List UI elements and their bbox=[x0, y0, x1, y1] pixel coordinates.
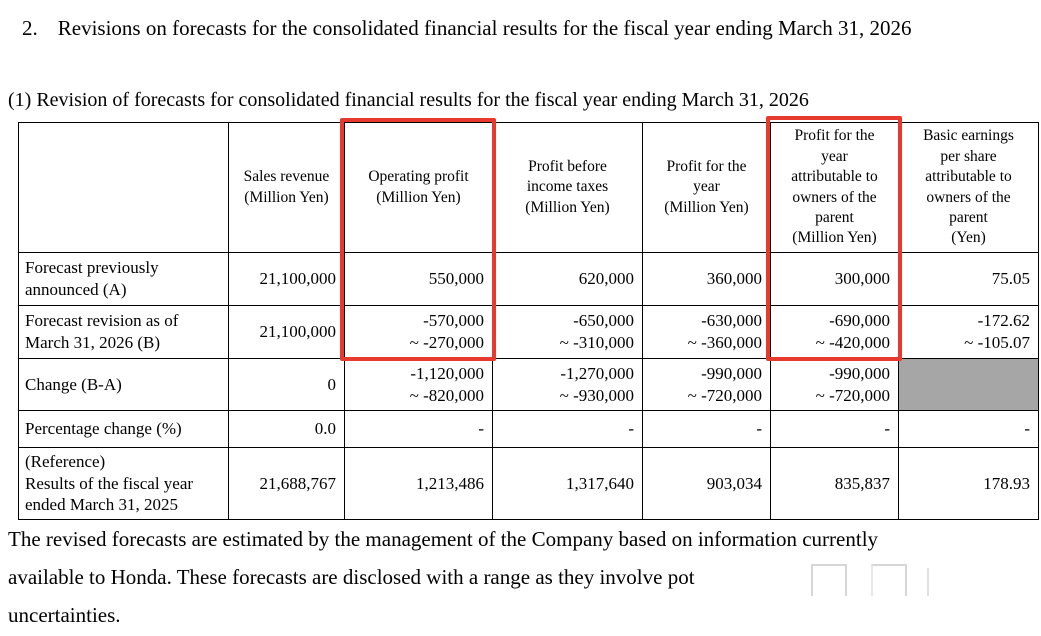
table-cell: 0 bbox=[228, 358, 345, 411]
table-cell: - bbox=[770, 410, 899, 448]
col-header-operating-profit: Operating profit (Million Yen) bbox=[344, 122, 493, 253]
table-cell: 21,100,000 bbox=[228, 305, 345, 359]
watermark-glyph bbox=[811, 564, 847, 596]
table-cell: - bbox=[642, 410, 771, 448]
table-row-forecast-revision: Forecast revision as of March 31, 2026 (… bbox=[18, 305, 1039, 359]
table-cell: -570,000 ~ -270,000 bbox=[344, 305, 493, 359]
table-cell: -990,000 ~ -720,000 bbox=[770, 358, 899, 411]
table-cell: -630,000 ~ -360,000 bbox=[642, 305, 771, 359]
col-header-profit-for-year: Profit for the year (Million Yen) bbox=[642, 122, 771, 253]
table-cell: -690,000 ~ -420,000 bbox=[770, 305, 899, 359]
table-cell: -650,000 ~ -310,000 bbox=[492, 305, 643, 359]
col-header-profit-before-taxes: Profit before income taxes (Million Yen) bbox=[492, 122, 643, 253]
table-cell: 178.93 bbox=[898, 447, 1039, 520]
table-cell: 903,034 bbox=[642, 447, 771, 520]
table-cell: 1,317,640 bbox=[492, 447, 643, 520]
footnote-line-3: uncertainties. bbox=[8, 603, 121, 627]
table-cell: 21,100,000 bbox=[228, 252, 345, 306]
section-number: 2. bbox=[22, 16, 38, 40]
table-cell: -990,000 ~ -720,000 bbox=[642, 358, 771, 411]
row-label: Percentage change (%) bbox=[18, 410, 229, 448]
footnote: The revised forecasts are estimated by t… bbox=[8, 527, 878, 636]
col-header-profit-attributable: Profit for the year attributable to owne… bbox=[770, 122, 899, 253]
table-cell: 550,000 bbox=[344, 252, 493, 306]
table-cell-grayed bbox=[898, 358, 1039, 411]
row-label: Forecast previously announced (A) bbox=[18, 252, 229, 306]
table-cell: 360,000 bbox=[642, 252, 771, 306]
table-row-reference-results: (Reference) Results of the fiscal year e… bbox=[18, 447, 1039, 520]
table-caption: (1) Revision of forecasts for consolidat… bbox=[8, 89, 809, 111]
section-heading: 2. Revisions on forecasts for the consoli… bbox=[22, 16, 912, 41]
table-cell: 21,688,767 bbox=[228, 447, 345, 520]
row-label: Forecast revision as of March 31, 2026 (… bbox=[18, 305, 229, 359]
table-cell: 0.0 bbox=[228, 410, 345, 448]
table-cell: 1,213,486 bbox=[344, 447, 493, 520]
table-cell: 75.05 bbox=[898, 252, 1039, 306]
table-cell: 300,000 bbox=[770, 252, 899, 306]
table-row-change: Change (B-A) 0 -1,120,000 ~ -820,000 -1,… bbox=[18, 358, 1039, 411]
table-cell: - bbox=[344, 410, 493, 448]
watermark-glyph bbox=[871, 564, 907, 596]
table-cell: - bbox=[898, 410, 1039, 448]
col-header-basic-eps: Basic earnings per share attributable to… bbox=[898, 122, 1039, 253]
watermark-overlay bbox=[795, 552, 960, 614]
section-title: Revisions on forecasts for the consolida… bbox=[57, 16, 912, 40]
table-cell: -172.62 ~ -105.07 bbox=[898, 305, 1039, 359]
table-row-forecast-previous: Forecast previously announced (A) 21,100… bbox=[18, 252, 1039, 306]
watermark-glyph bbox=[927, 568, 929, 596]
footnote-line-2: available to Honda. These forecasts are … bbox=[8, 565, 695, 589]
col-header-sales-revenue: Sales revenue (Million Yen) bbox=[228, 122, 345, 253]
col-header-blank bbox=[18, 122, 229, 253]
row-label: Change (B-A) bbox=[18, 358, 229, 411]
table-cell: 835,837 bbox=[770, 447, 899, 520]
table-cell: -1,270,000 ~ -930,000 bbox=[492, 358, 643, 411]
forecast-table: Sales revenue (Million Yen) Operating pr… bbox=[18, 122, 1039, 520]
table-header-row: Sales revenue (Million Yen) Operating pr… bbox=[18, 122, 1039, 253]
table-row-percentage-change: Percentage change (%) 0.0 - - - - - bbox=[18, 410, 1039, 448]
row-label: (Reference) Results of the fiscal year e… bbox=[18, 447, 229, 520]
footnote-line-1: The revised forecasts are estimated by t… bbox=[8, 527, 879, 551]
table-cell: -1,120,000 ~ -820,000 bbox=[344, 358, 493, 411]
forecast-table-area: Sales revenue (Million Yen) Operating pr… bbox=[18, 116, 1039, 520]
table-cell: - bbox=[492, 410, 643, 448]
table-cell: 620,000 bbox=[492, 252, 643, 306]
